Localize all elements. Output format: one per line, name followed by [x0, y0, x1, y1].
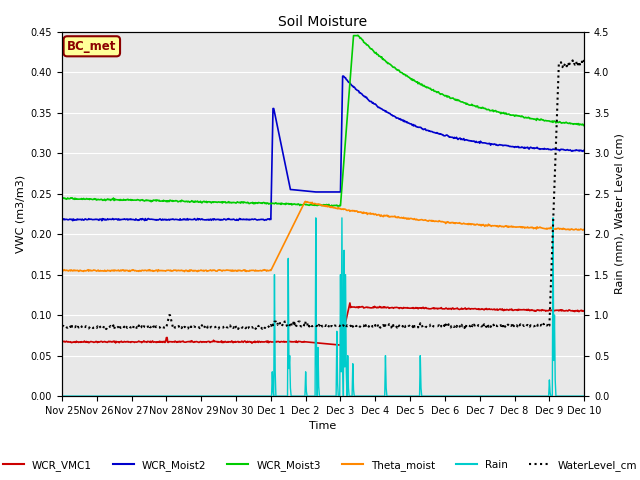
Y-axis label: VWC (m3/m3): VWC (m3/m3): [15, 175, 25, 253]
Text: BC_met: BC_met: [67, 40, 116, 53]
Title: Soil Moisture: Soil Moisture: [278, 15, 367, 29]
Y-axis label: Rain (mm), Water Level (cm): Rain (mm), Water Level (cm): [615, 133, 625, 294]
Legend: WCR_VMC1, WCR_Moist2, WCR_Moist3, Theta_moist, Rain, WaterLevel_cm: WCR_VMC1, WCR_Moist2, WCR_Moist3, Theta_…: [0, 456, 640, 475]
X-axis label: Time: Time: [309, 421, 337, 432]
